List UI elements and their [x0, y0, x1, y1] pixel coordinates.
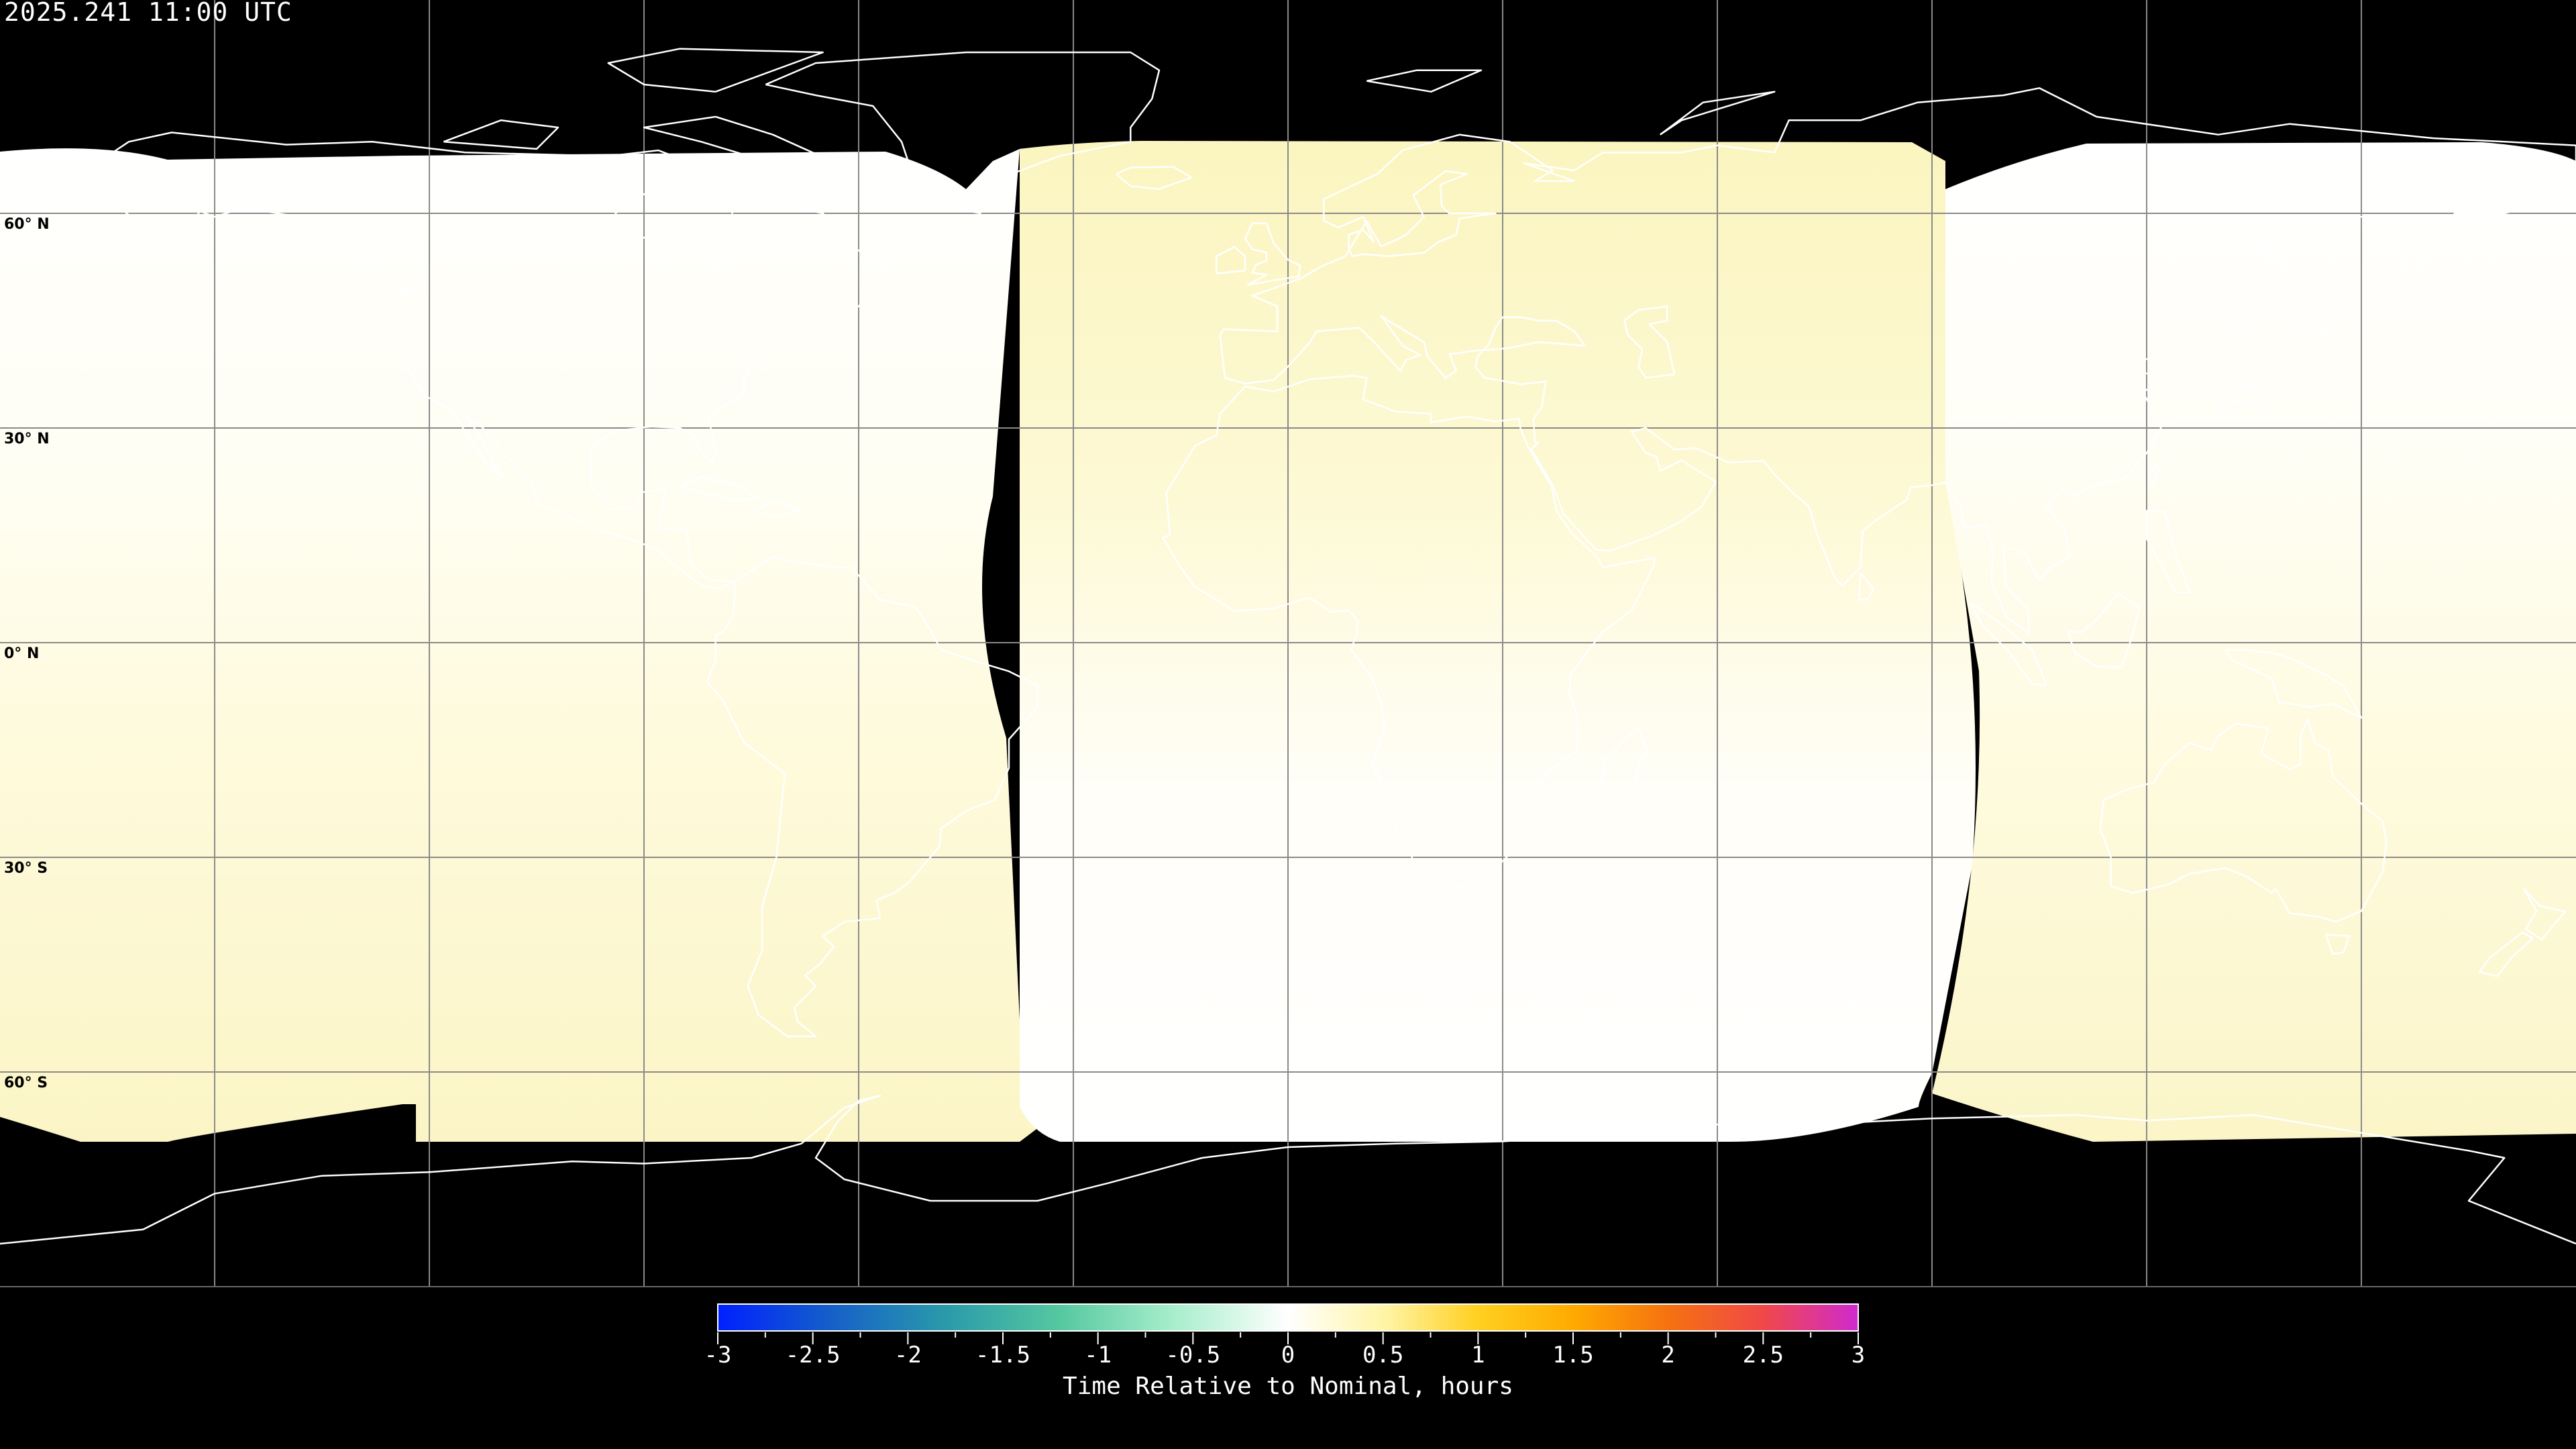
graticule-outer	[0, 0, 2576, 1287]
lat-label-30n: 30° N	[4, 431, 50, 447]
colorbar-tick-label: 0.5	[1362, 1342, 1404, 1368]
coverage-field	[0, 141, 2576, 1142]
colorbar-tick-label: -2	[894, 1342, 922, 1368]
colorbar-tick-label: -0.5	[1165, 1342, 1221, 1368]
coverage-region	[1020, 141, 1976, 1142]
colorbar-tick-label: 2.5	[1742, 1342, 1784, 1368]
colorbar-tick-label: -1.5	[975, 1342, 1030, 1368]
lat-label-60n: 60° N	[4, 216, 50, 233]
lat-label-30s: 30° S	[4, 860, 48, 877]
colorbar-ticks	[717, 1332, 1859, 1344]
colorbar-tick-label: 2	[1661, 1342, 1675, 1368]
colorbar-tick-label: 1	[1471, 1342, 1485, 1368]
colorbar	[717, 1303, 1859, 1332]
coastline	[608, 49, 823, 92]
coastlines-night	[0, 48, 2576, 1245]
coastline	[1366, 70, 1481, 92]
colorbar-tick-label: 0	[1281, 1342, 1295, 1368]
colorbar-tick-label: -2.5	[785, 1342, 841, 1368]
colorbar-tick-label: 1.5	[1552, 1342, 1594, 1368]
lat-label-60s: 60° S	[4, 1075, 48, 1091]
colorbar-tick-label: 3	[1851, 1342, 1866, 1368]
colorbar-tick-label: -1	[1084, 1342, 1112, 1368]
colorbar-tick-label: -3	[704, 1342, 732, 1368]
lat-label-0n: 0° N	[4, 645, 40, 662]
timestamp-title: 2025.241 11:00 UTC	[4, 0, 292, 27]
coverage-region	[0, 148, 1050, 1142]
colorbar-title: Time Relative to Nominal, hours	[1063, 1373, 1513, 1400]
